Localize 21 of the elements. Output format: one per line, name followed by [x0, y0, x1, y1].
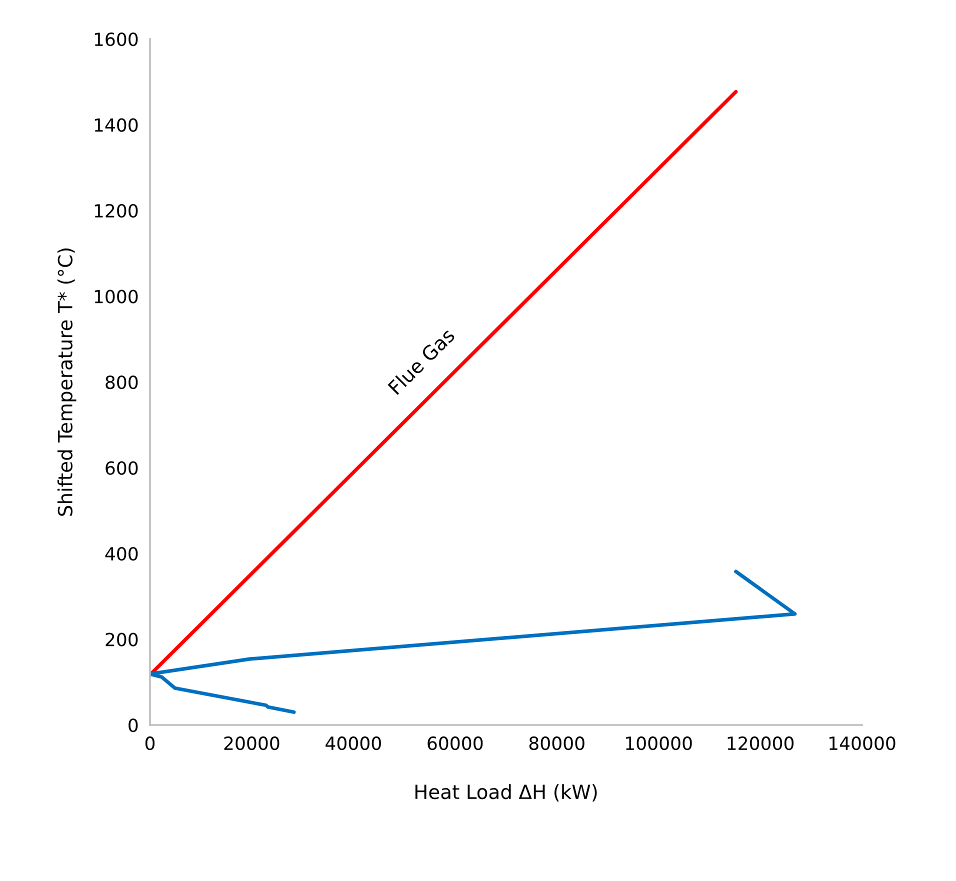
y-tick-label: 200	[106, 632, 138, 646]
x-tick-label: 20000	[224, 736, 280, 750]
x-tick-label: 100000	[626, 736, 692, 750]
line-series	[150, 570, 797, 714]
y-tick-label: 400	[105, 546, 138, 561]
x-axis-title: Heat Load ΔH (kW)	[415, 784, 597, 802]
x-tick-label: 120000	[728, 736, 794, 750]
y-tick-label: 1400	[94, 118, 138, 132]
x-tick-label: 140000	[830, 736, 896, 750]
x-tick-label: 40000	[326, 736, 381, 750]
y-tick-label: 1200	[94, 204, 138, 218]
y-tick-label: 800	[106, 375, 138, 390]
x-tick-label: 80000	[529, 736, 584, 750]
y-tick-label: 1000	[94, 290, 138, 304]
x-tick-label: 0	[145, 736, 155, 750]
y-tick-label: 0	[128, 718, 138, 732]
text: Flue Gas	[387, 327, 456, 396]
y-axis-title: Shifted Temperature T* (°C)	[57, 248, 76, 516]
y-tick-label: 1600	[94, 32, 138, 46]
y-tick-label: 600	[106, 461, 138, 475]
x-tick-label: 60000	[428, 736, 483, 750]
